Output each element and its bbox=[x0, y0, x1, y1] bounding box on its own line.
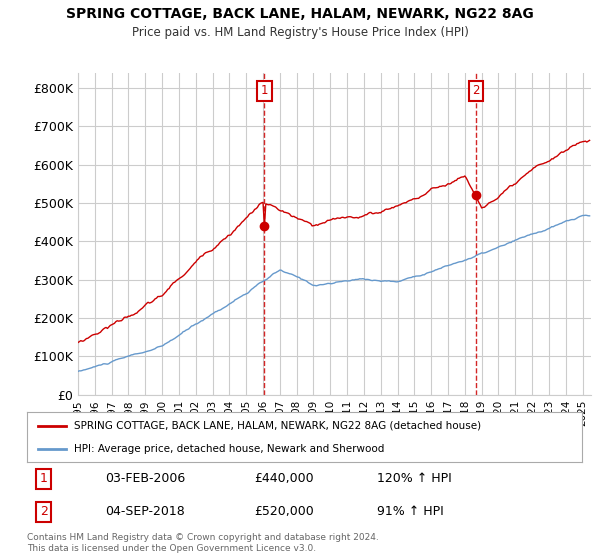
Text: 04-SEP-2018: 04-SEP-2018 bbox=[105, 505, 184, 519]
Text: SPRING COTTAGE, BACK LANE, HALAM, NEWARK, NG22 8AG (detached house): SPRING COTTAGE, BACK LANE, HALAM, NEWARK… bbox=[74, 421, 481, 431]
Text: 91% ↑ HPI: 91% ↑ HPI bbox=[377, 505, 443, 519]
Text: Contains HM Land Registry data © Crown copyright and database right 2024.
This d: Contains HM Land Registry data © Crown c… bbox=[27, 533, 379, 553]
Text: 2: 2 bbox=[40, 505, 47, 519]
Text: SPRING COTTAGE, BACK LANE, HALAM, NEWARK, NG22 8AG: SPRING COTTAGE, BACK LANE, HALAM, NEWARK… bbox=[66, 7, 534, 21]
Text: 2: 2 bbox=[472, 84, 480, 97]
Text: £440,000: £440,000 bbox=[254, 472, 314, 486]
Text: 1: 1 bbox=[40, 472, 47, 486]
Text: 120% ↑ HPI: 120% ↑ HPI bbox=[377, 472, 451, 486]
Text: Price paid vs. HM Land Registry's House Price Index (HPI): Price paid vs. HM Land Registry's House … bbox=[131, 26, 469, 39]
Text: HPI: Average price, detached house, Newark and Sherwood: HPI: Average price, detached house, Newa… bbox=[74, 444, 385, 454]
Text: £520,000: £520,000 bbox=[254, 505, 314, 519]
Text: 03-FEB-2006: 03-FEB-2006 bbox=[105, 472, 185, 486]
Text: 1: 1 bbox=[260, 84, 268, 97]
